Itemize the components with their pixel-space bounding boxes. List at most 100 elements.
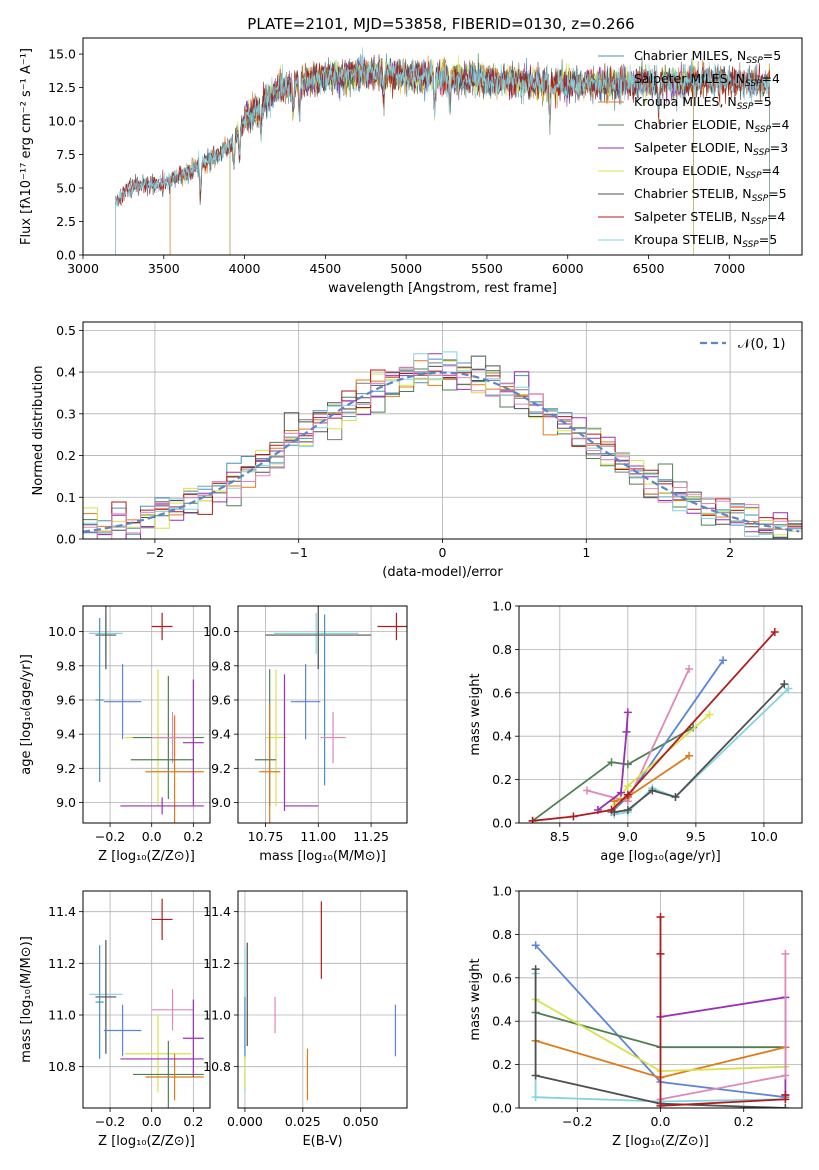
weight-marker xyxy=(607,758,616,767)
y-tick-label: 11.4 xyxy=(48,904,76,919)
weight-marker xyxy=(528,816,537,823)
weight-marker xyxy=(531,941,540,950)
legend-label: Salpeter ELODIE, NSSP=3 xyxy=(634,140,788,158)
y-axis-label: age [log₁₀(age/yr)] xyxy=(19,654,34,775)
y-tick-label: 9.4 xyxy=(211,727,231,742)
weight-marker xyxy=(656,949,665,958)
x-tick-label: 9.0 xyxy=(618,829,638,844)
x-tick-label: −0.2 xyxy=(562,1114,592,1129)
y-tick-label: 10.8 xyxy=(48,1059,76,1074)
x-tick-label: 5500 xyxy=(471,261,503,276)
legend-label: Chabrier ELODIE, NSSP=4 xyxy=(634,117,789,135)
weight-series-5 xyxy=(660,953,787,1101)
weight-lines xyxy=(528,628,793,823)
weight-marker xyxy=(531,1093,540,1102)
legend-label: 𝒩(0, 1) xyxy=(738,337,785,352)
weight-marker xyxy=(648,786,657,795)
spectrum-series-8 xyxy=(115,47,770,255)
spectrum-legend: Chabrier MILES, NSSP=5 Salpeter MILES, NS… xyxy=(598,48,789,250)
x-tick-label: 0.000 xyxy=(227,1114,263,1129)
y-tick-label: 15.0 xyxy=(48,47,76,62)
weight-marker xyxy=(623,760,632,769)
weight-marker xyxy=(569,812,578,821)
legend-label: Kroupa STELIB, NSSP=5 xyxy=(634,232,777,250)
weight-marker xyxy=(531,965,540,974)
x-tick-label: 3000 xyxy=(67,261,99,276)
y-tick-label: 9.2 xyxy=(56,761,76,776)
weight-series-0 xyxy=(532,726,694,822)
y-tick-label: 5.0 xyxy=(56,181,76,196)
y-tick-label: 10.0 xyxy=(48,114,76,129)
errorbars xyxy=(254,606,407,823)
x-tick-label: 11.25 xyxy=(353,829,389,844)
y-tick-label: 11.2 xyxy=(203,956,231,971)
x-tick-label: 0.0 xyxy=(142,829,162,844)
axes-frame xyxy=(237,605,408,824)
y-tick-label: 0.0 xyxy=(56,532,76,547)
weight-marker xyxy=(531,1071,540,1080)
weight-marker xyxy=(705,710,714,719)
y-tick-label: 9.0 xyxy=(211,795,231,810)
x-tick-label: −0.2 xyxy=(95,829,125,844)
x-axis-label: Z [log₁₀(Z/Z⊙)] xyxy=(98,1134,195,1149)
axes-frame xyxy=(82,37,803,256)
weight-marker xyxy=(623,708,632,717)
y-tick-label: 0.0 xyxy=(492,1101,512,1116)
mass-vs-metallicity-panel: −0.2 0.0 0.2 10.8 11.0 11.2 11.4 Z [log₁₀(Z/Z⊙)… xyxy=(19,890,211,1149)
axes-frame xyxy=(82,321,803,540)
y-tick-label: 0.2 xyxy=(492,1057,512,1072)
x-tick-label: 2 xyxy=(726,545,734,560)
y-tick-label: 9.8 xyxy=(56,658,76,673)
y-tick-label: 2.5 xyxy=(56,214,76,229)
y-tick-label: 0.3 xyxy=(56,406,76,421)
age-vs-mass-panel: 10.75 11.00 11.25 9.0 9.2 9.4 9.6 9.8 10.0 mass [… xyxy=(203,605,408,864)
y-tick-label: 0.6 xyxy=(492,970,512,985)
weight-marker xyxy=(781,1090,790,1099)
y-tick-label: 7.5 xyxy=(56,147,76,162)
legend-label: Salpeter STELIB, NSSP=4 xyxy=(634,209,785,227)
y-tick-label: 12.5 xyxy=(48,80,76,95)
weight-series-7 xyxy=(614,683,785,813)
weight-series-8 xyxy=(532,631,776,822)
x-tick-label: 0.0 xyxy=(651,1114,671,1129)
x-tick-label: 1 xyxy=(582,545,590,560)
legend-label: Salpeter MILES, NSSP=4 xyxy=(634,71,780,89)
x-tick-label: 6500 xyxy=(633,261,665,276)
mass-weight-vs-age-panel: 8.5 9.0 9.5 10.0 0.0 0.2 0.4 0.6 0.8 1.0 age [log₁… xyxy=(468,599,803,864)
y-tick-label: 0.4 xyxy=(56,365,76,380)
legend-label: Chabrier STELIB, NSSP=5 xyxy=(634,186,787,204)
x-tick-label: 0.2 xyxy=(734,1114,754,1129)
errorbars xyxy=(89,606,204,823)
weight-lines xyxy=(531,913,790,1108)
y-tick-label: 11.0 xyxy=(48,1008,76,1023)
weight-marker xyxy=(671,792,680,801)
weight-marker xyxy=(719,656,728,665)
weight-marker xyxy=(623,782,632,791)
y-tick-label: 0.8 xyxy=(492,927,512,942)
weight-series-7 xyxy=(534,969,786,1108)
x-tick-label: −2 xyxy=(146,545,164,560)
y-tick-label: 10.0 xyxy=(203,624,231,639)
histogram-series-8 xyxy=(83,351,802,539)
y-tick-label: 10.8 xyxy=(203,1059,231,1074)
y-tick-label: 0.0 xyxy=(492,816,512,831)
weight-marker xyxy=(623,805,632,814)
x-tick-label: 0.0 xyxy=(142,1114,162,1129)
spectrum-lines xyxy=(115,47,770,255)
x-tick-label: 11.00 xyxy=(300,829,336,844)
x-tick-label: 0 xyxy=(439,545,447,560)
axes-frame xyxy=(518,605,803,824)
y-tick-label: 9.6 xyxy=(56,692,76,707)
gaussian-curve xyxy=(83,371,800,533)
y-tick-label: 0.5 xyxy=(56,323,76,338)
y-tick-label: 9.6 xyxy=(211,692,231,707)
histograms xyxy=(83,351,802,539)
x-axis-label: Z [log₁₀(Z/Z⊙)] xyxy=(612,1134,709,1149)
y-tick-label: 0.4 xyxy=(492,1014,512,1029)
x-axis-label: wavelength [Angstrom, rest frame] xyxy=(328,281,557,296)
x-axis-label: (data-model)/error xyxy=(382,565,503,580)
x-tick-label: 5000 xyxy=(390,261,422,276)
weight-marker xyxy=(770,628,779,637)
x-tick-label: 9.5 xyxy=(686,829,706,844)
